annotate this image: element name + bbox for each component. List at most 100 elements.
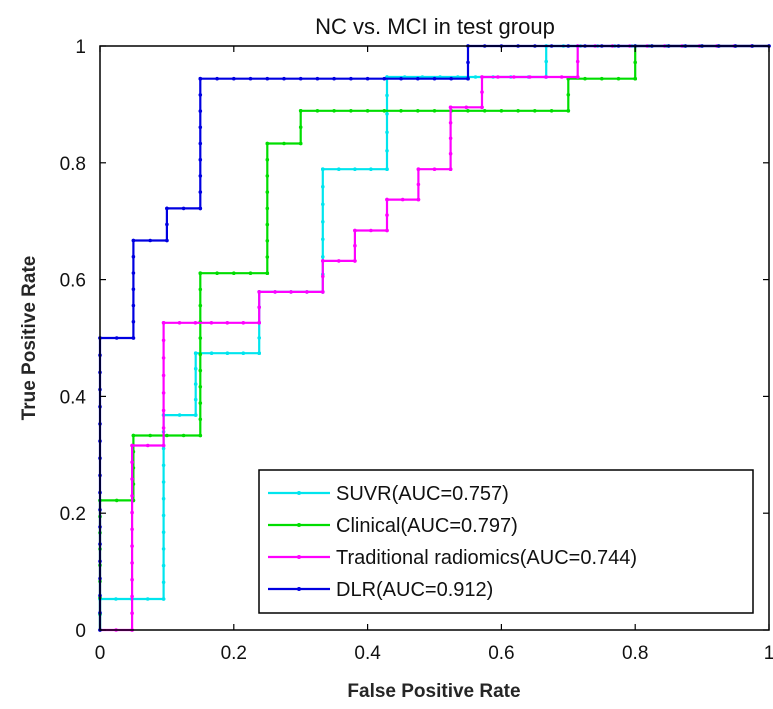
series-point (198, 109, 203, 113)
series-point (198, 157, 203, 162)
series-point (385, 112, 389, 116)
series-point (161, 580, 166, 585)
series-point (257, 351, 262, 356)
series-point (265, 190, 270, 194)
series-point (466, 60, 470, 65)
series-point (289, 290, 293, 294)
series-point (575, 75, 580, 79)
series-point (480, 75, 484, 79)
series-point (131, 271, 136, 275)
series-point (321, 290, 325, 294)
series-point (131, 303, 136, 308)
series-point (161, 391, 166, 395)
series-point (616, 76, 621, 81)
series-point (315, 109, 320, 113)
series-point (161, 563, 166, 568)
series-point (248, 271, 253, 276)
series-point (161, 597, 166, 601)
series-point (265, 76, 270, 81)
series-point (273, 290, 277, 294)
series-point (416, 182, 421, 187)
legend-box (258, 469, 754, 614)
y-tick-label: 0.4 (60, 387, 87, 408)
series-point (165, 433, 169, 438)
series-point (130, 510, 134, 515)
series-point (516, 109, 520, 113)
series-point (321, 237, 325, 242)
series-point (265, 157, 270, 162)
series-point (131, 287, 136, 292)
series-point (544, 59, 548, 64)
series-point (161, 373, 166, 378)
legend-marker (297, 491, 301, 495)
series-point (257, 290, 262, 294)
series-point (130, 460, 134, 465)
series-point (193, 321, 198, 325)
series-point (181, 206, 186, 211)
series-point (298, 76, 303, 81)
series-point (265, 141, 270, 146)
series-point (146, 443, 150, 448)
series-point (633, 60, 637, 65)
series-point (449, 76, 454, 81)
series-point (432, 76, 437, 81)
series-point (566, 109, 571, 113)
series-point (321, 259, 325, 263)
series-point (225, 351, 230, 356)
series-point (265, 239, 270, 243)
series-point (385, 228, 389, 233)
series-point (193, 366, 198, 371)
series-point (257, 336, 262, 340)
series-point (265, 222, 270, 227)
legend-label: Clinical(AUC=0.797) (336, 515, 518, 537)
series-point (448, 136, 453, 141)
series-point (399, 76, 403, 81)
x-tick-label: 0.8 (622, 643, 648, 664)
legend-label: Traditional radiomics(AUC=0.744) (336, 547, 637, 569)
series-point (161, 356, 166, 360)
series-point (464, 105, 469, 110)
series-point (382, 109, 387, 113)
series-point (298, 109, 303, 113)
series-point (385, 93, 389, 98)
series-point (161, 463, 166, 468)
legend-marker (297, 587, 301, 591)
series-point (466, 76, 470, 81)
series-point (130, 443, 134, 448)
series-point (161, 426, 166, 430)
series-point (165, 206, 169, 211)
series-point (161, 446, 166, 451)
series-point (482, 109, 487, 113)
series-point (161, 513, 166, 518)
x-tick-label: 0 (95, 643, 106, 664)
series-point (265, 174, 270, 178)
series-point (321, 184, 325, 189)
y-axis-title: True Positive Rate (19, 256, 40, 421)
series-point (198, 287, 203, 292)
series-point (193, 413, 198, 417)
series-point (512, 75, 516, 79)
series-point (193, 397, 198, 402)
legend: SUVR(AUC=0.757) Clinical(AUC=0.797) Tradit… (258, 469, 754, 614)
series-point (165, 238, 169, 243)
series-point (130, 544, 134, 548)
series-point (399, 109, 403, 113)
series-point (416, 76, 420, 81)
series-point (365, 76, 370, 81)
series-point (198, 385, 203, 389)
series-point (416, 109, 420, 113)
series-point (385, 197, 389, 202)
series-point (215, 271, 219, 276)
series-point (282, 141, 286, 146)
series-point (161, 480, 166, 484)
series-point (416, 167, 421, 171)
series-point (198, 352, 203, 357)
series-point (533, 109, 537, 113)
series-point (198, 368, 203, 373)
series-point (321, 254, 325, 259)
series-point (385, 167, 389, 171)
series-point (432, 109, 437, 113)
series-point (198, 433, 203, 438)
series-point (130, 561, 134, 565)
